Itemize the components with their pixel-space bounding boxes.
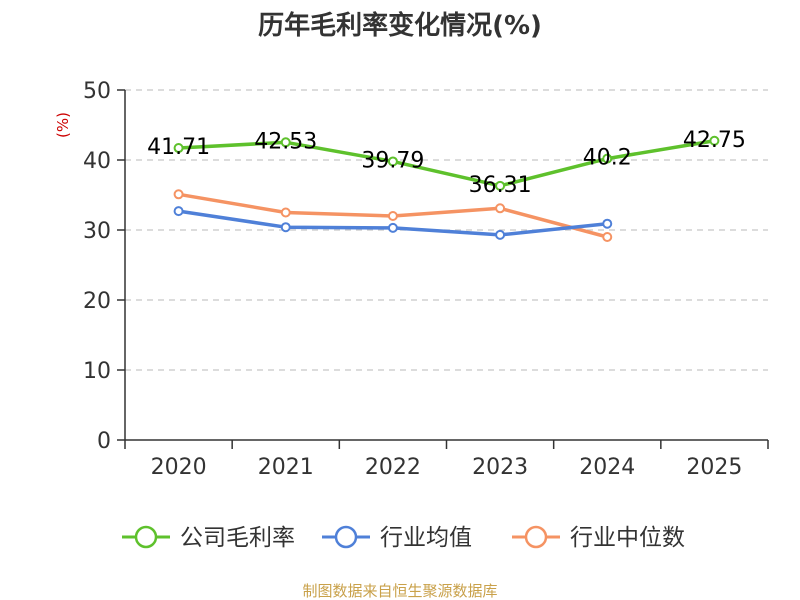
series-1-point-2020[interactable] xyxy=(173,143,184,154)
legend-label-1: 公司毛利率 xyxy=(180,525,295,551)
series-3-point-2024[interactable] xyxy=(602,232,613,242)
data-label-2025: 42.75 xyxy=(683,128,746,153)
y-axis-unit-label: (%) xyxy=(54,112,72,138)
series-2-point-2022[interactable] xyxy=(387,222,398,233)
series-1-point-2023[interactable] xyxy=(495,180,506,191)
y-tick-label-10: 10 xyxy=(83,359,111,384)
series-2-point-2020[interactable] xyxy=(173,206,184,217)
series-1 xyxy=(173,135,720,191)
x-tick-label-2022: 2022 xyxy=(365,455,421,480)
series-3 xyxy=(173,189,613,242)
y-tick-label-50: 50 xyxy=(83,79,111,104)
y-tick-label-30: 30 xyxy=(83,219,111,244)
series-3-point-2022[interactable] xyxy=(387,211,398,221)
x-tick-label-2024: 2024 xyxy=(579,455,635,480)
source-note: 制图数据来自恒生聚源数据库 xyxy=(302,582,497,600)
series-2-point-2023[interactable] xyxy=(495,229,506,240)
series-2-point-2024[interactable] xyxy=(602,218,613,229)
legend-swatch-marker-1 xyxy=(134,525,158,549)
y-tick-label-40: 40 xyxy=(83,149,111,174)
data-label-2022: 39.79 xyxy=(361,148,424,173)
series-3-point-2023[interactable] xyxy=(495,203,506,214)
legend-swatch-marker-3 xyxy=(524,525,548,549)
data-label-2020: 41.71 xyxy=(147,135,210,160)
data-labels: 41.71 42.53 39.79 36.31 40.2 42.75 xyxy=(147,128,746,198)
data-label-2021: 42.53 xyxy=(254,129,317,154)
series-lines xyxy=(173,135,720,242)
x-tick-label-2021: 2021 xyxy=(258,455,314,480)
axes: 0 10 20 30 40 50 2020 2021 2022 2023 2024 2025 xyxy=(83,79,769,480)
y-tick-label-0: 0 xyxy=(97,429,111,454)
legend-swatch-marker-2 xyxy=(334,525,358,549)
series-1-point-2025[interactable] xyxy=(709,135,720,146)
series-2 xyxy=(173,206,613,240)
legend-item-2[interactable]: 行业均值 xyxy=(322,525,472,551)
legend-item-3[interactable]: 行业中位数 xyxy=(512,525,685,551)
legend-item-1[interactable]: 公司毛利率 xyxy=(122,525,295,551)
x-tick-label-2025: 2025 xyxy=(686,455,742,480)
legend-label-2: 行业均值 xyxy=(380,525,472,551)
series-3-point-2020[interactable] xyxy=(173,189,184,200)
series-3-point-2021[interactable] xyxy=(280,207,291,218)
x-tick-label-2023: 2023 xyxy=(472,455,528,480)
legend-label-3: 行业中位数 xyxy=(570,525,685,551)
x-tick-label-2020: 2020 xyxy=(151,455,207,480)
series-1-point-2024[interactable] xyxy=(602,153,613,164)
chart-title: 历年毛利率变化情况(%) xyxy=(258,10,542,41)
data-label-2024: 40.2 xyxy=(583,146,632,171)
data-label-2023: 36.31 xyxy=(469,173,532,198)
legend[interactable]: 公司毛利率 行业均值 行业中位数 xyxy=(122,525,685,551)
series-1-point-2022[interactable] xyxy=(387,156,398,167)
y-tick-label-20: 20 xyxy=(83,289,111,314)
series-1-line xyxy=(176,139,717,188)
series-2-point-2021[interactable] xyxy=(280,222,291,233)
series-1-point-2021[interactable] xyxy=(280,137,291,148)
